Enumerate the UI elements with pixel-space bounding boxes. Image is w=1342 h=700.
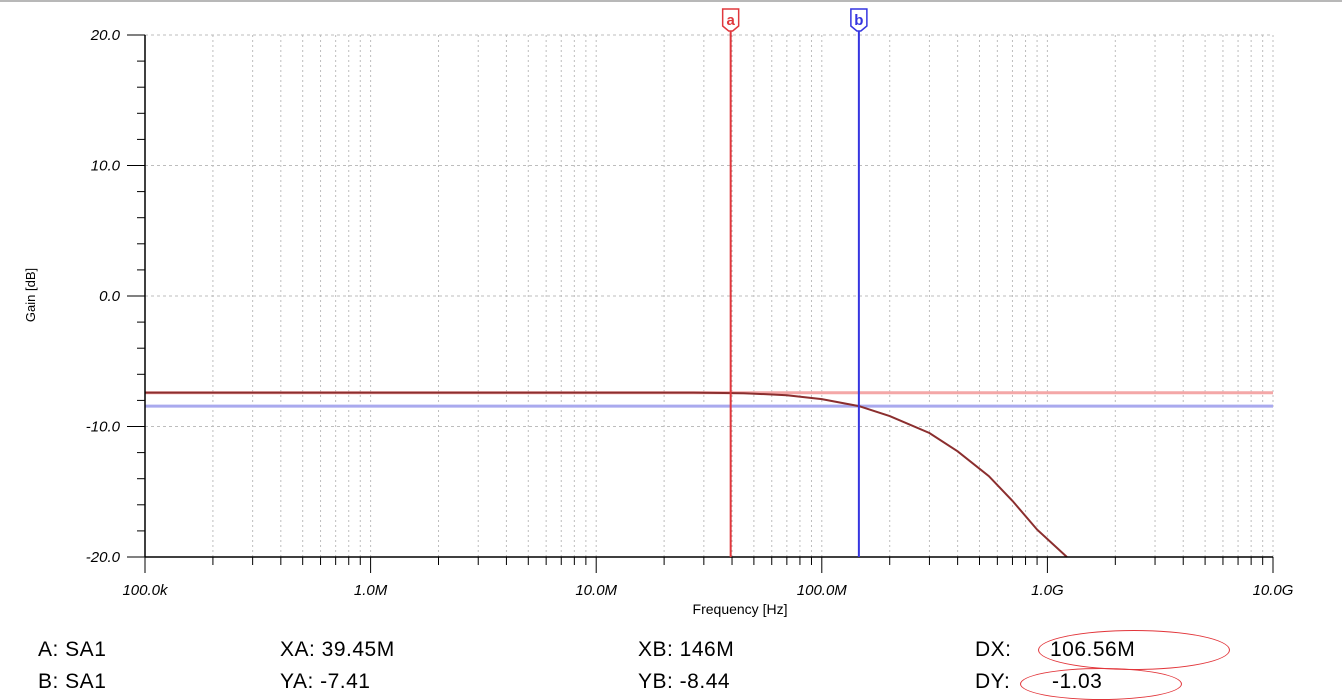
- cursor-a-marker: [721, 8, 740, 32]
- x-tick-label: 10.0G: [1253, 582, 1294, 599]
- readout-dx-label: DX:: [975, 638, 1012, 661]
- cursor-a-label: a: [726, 12, 735, 29]
- top-border: [0, 0, 1342, 2]
- cursor-b-label: b: [854, 12, 863, 29]
- readout-a-name: A: SA1: [38, 638, 107, 661]
- curve-layer: [145, 391, 1068, 558]
- axes: [127, 34, 1274, 573]
- x-tick-label: 1.0G: [1031, 582, 1064, 599]
- grid: [144, 34, 1274, 558]
- cursor-levels: [145, 391, 1273, 408]
- cursor-b-marker: [850, 8, 868, 32]
- y-tick-label: -20.0: [86, 549, 121, 566]
- dx-highlight-ellipse: [1038, 630, 1230, 670]
- x-tick-label: 1.0M: [354, 582, 388, 599]
- readout-dy-label: DY:: [975, 670, 1011, 693]
- y-tick-label: 20.0: [90, 27, 121, 44]
- dy-highlight-ellipse: [1020, 668, 1182, 700]
- readout-ya: YA: -7.41: [280, 670, 371, 693]
- x-tick-label: 100.0M: [797, 582, 848, 599]
- readout-b-name: B: SA1: [38, 670, 107, 693]
- y-tick-label: -10.0: [86, 419, 121, 436]
- y-tick-label: 10.0: [91, 158, 121, 175]
- x-axis-title: Frequency [Hz]: [693, 601, 788, 617]
- y-tick-label: 0.0: [99, 288, 121, 305]
- x-tick-label: 10.0M: [575, 582, 617, 599]
- x-tick-label: 100.0k: [122, 582, 169, 599]
- gain-curve: [145, 391, 1068, 558]
- readout-yb: YB: -8.44: [638, 670, 731, 693]
- readout-xb: XB: 146M: [638, 638, 735, 661]
- y-axis-title: Gain [dB]: [23, 268, 38, 322]
- readout-xa: XA: 39.45M: [280, 638, 395, 661]
